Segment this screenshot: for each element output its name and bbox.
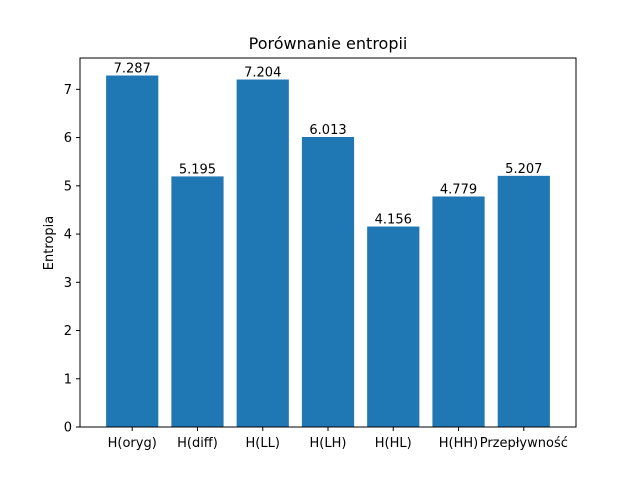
- bar-3: [301, 136, 355, 427]
- value-label-0: 7.287: [114, 62, 151, 77]
- bar-2: [236, 79, 289, 427]
- x-tick-label-2: H(LL): [246, 436, 280, 451]
- value-label-6: 5.207: [505, 162, 542, 177]
- x-tick-label-3: H(LH): [310, 436, 347, 451]
- value-labels-group: 7.287 5.195 7.204 6.013 4.156 4.779 5.207: [114, 62, 543, 228]
- bar-6: [497, 175, 550, 427]
- bar-1: [171, 176, 224, 427]
- x-axis-ticks: H(oryg) H(diff) H(LL) H(LH) H(HL) H(HH) Przepł…: [108, 427, 568, 451]
- value-label-4: 4.156: [375, 213, 412, 228]
- value-label-2: 7.204: [244, 66, 281, 81]
- y-tick-label-6: 6: [64, 131, 72, 146]
- x-tick-label-4: H(HL): [375, 436, 412, 451]
- x-tick-label-0: H(oryg): [108, 436, 157, 451]
- x-tick-label-1: H(diff): [177, 436, 218, 451]
- value-label-3: 6.013: [309, 123, 346, 138]
- bars-group: [106, 75, 550, 428]
- y-tick-label-2: 2: [64, 324, 72, 339]
- x-tick-label-6: Przepływność: [480, 436, 568, 451]
- y-tick-label-1: 1: [64, 372, 72, 387]
- y-axis-ticks: 0 1 2 3 4 5 6 7: [64, 83, 80, 436]
- y-tick-label-3: 3: [64, 276, 72, 291]
- bar-5: [432, 196, 485, 427]
- value-label-1: 5.195: [179, 162, 216, 177]
- value-label-5: 4.779: [440, 182, 477, 197]
- bar-4: [367, 226, 420, 427]
- y-axis-label: Entropia: [42, 216, 57, 270]
- y-tick-label-5: 5: [64, 179, 72, 194]
- y-tick-label-0: 0: [64, 421, 72, 436]
- y-tick-label-4: 4: [64, 228, 72, 243]
- plot-frame: [79, 57, 577, 428]
- bar-0: [106, 75, 159, 428]
- chart-title: Porównanie entropii: [249, 34, 408, 53]
- x-tick-label-5: H(HH): [439, 436, 478, 451]
- y-tick-label-7: 7: [64, 83, 72, 98]
